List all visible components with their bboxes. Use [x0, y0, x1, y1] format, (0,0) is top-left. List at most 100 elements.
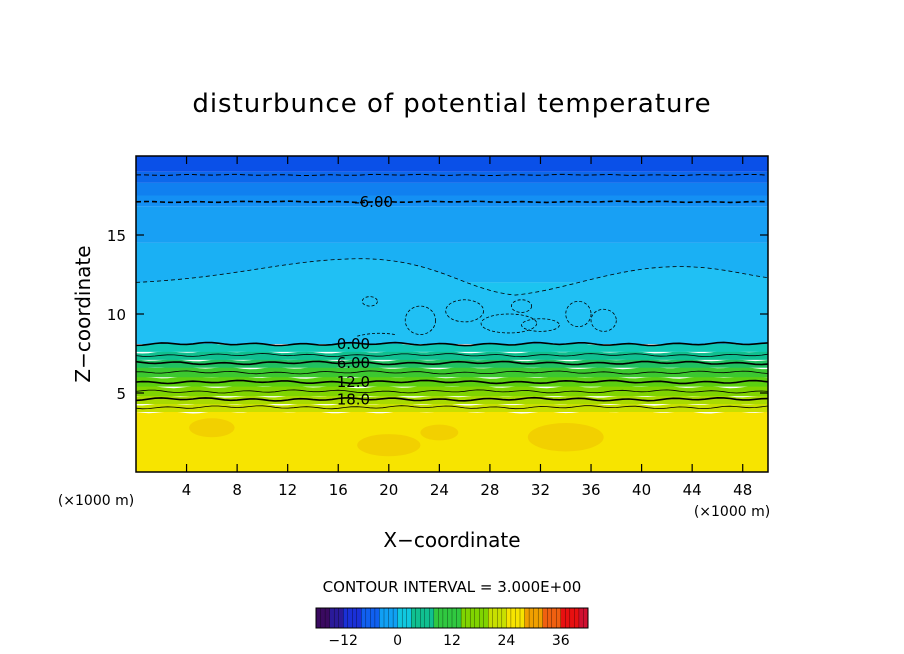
- colorbar-cell: [547, 607, 553, 629]
- chart-title: disturbunce of potential temperature: [192, 89, 711, 119]
- colorbar-cell: [556, 607, 562, 629]
- x-tick-label: 24: [430, 481, 449, 499]
- colorbar-cell: [392, 607, 399, 629]
- colorbar-cell: [343, 607, 349, 629]
- y-tick-label: 5: [116, 385, 126, 403]
- x-axis-label: X−coordinate: [383, 528, 520, 552]
- colorbar-tick-label: 0: [393, 633, 402, 649]
- colorbar-cell: [320, 607, 326, 629]
- y-tick-label: 10: [107, 306, 126, 324]
- y-tick-label: 15: [107, 227, 126, 245]
- x-tick-label: 36: [581, 481, 600, 499]
- colorbar-cell: [519, 607, 525, 629]
- colorbar-cell: [465, 607, 471, 629]
- colorbar-cell: [569, 607, 575, 629]
- colorbar-cell: [483, 607, 489, 629]
- colorbar-cell: [510, 607, 516, 629]
- colorbar-tick-label: 12: [443, 633, 461, 649]
- contour-line: [136, 353, 768, 358]
- contour-line: [136, 341, 768, 347]
- eddy-contour: [565, 300, 592, 328]
- warm-patch: [420, 424, 459, 441]
- colorbar-tick-label: −12: [328, 633, 358, 649]
- contour-line: [136, 396, 768, 402]
- colorbar-cell: [451, 607, 457, 629]
- colorbar-cell: [456, 607, 462, 629]
- contour-layer: [136, 366, 768, 378]
- colorbar-cell: [533, 607, 539, 629]
- contour-layer: [136, 385, 768, 397]
- contour-line: [136, 370, 768, 375]
- colorbar-cell: [537, 607, 544, 629]
- colorbar-cell: [324, 607, 331, 629]
- colorbar-cell: [415, 607, 421, 629]
- colorbar-tick-label: 36: [552, 633, 570, 649]
- colorbar-cell: [365, 607, 371, 629]
- colorbar-cell: [429, 607, 435, 629]
- colorbar-cell: [379, 607, 385, 629]
- colorbar-cell: [524, 607, 530, 629]
- contour-label: 0.00: [337, 335, 370, 353]
- contour-line: [136, 405, 768, 410]
- contour-layer: [136, 375, 768, 387]
- colorbar-cell: [397, 607, 403, 629]
- upper-disturbance-region: [136, 258, 768, 345]
- colorbar-cell: [565, 607, 571, 629]
- warm-patch: [357, 434, 421, 457]
- colorbar-cell: [338, 607, 344, 629]
- x-tick-label: 28: [480, 481, 499, 499]
- colorbar-cell: [347, 607, 353, 629]
- y-axis-ticks: 5 10 15: [107, 227, 768, 403]
- colorbar-cell: [442, 607, 448, 629]
- contour-label: 6.00: [337, 354, 370, 372]
- colorbar-cell: [560, 607, 566, 629]
- colorbar-cell: [383, 607, 389, 629]
- colorbar-cell: [460, 607, 467, 629]
- colorbar-cell: [388, 607, 394, 629]
- warm-patch: [189, 418, 235, 438]
- colorbar-cell: [420, 607, 426, 629]
- contour-layer: [136, 171, 768, 183]
- x-tick-label: 4: [182, 481, 192, 499]
- contour-layer: [136, 410, 768, 472]
- contour-line: [136, 360, 768, 366]
- x-unit-right: (×1000 m): [694, 504, 770, 520]
- negative-contour-line: [136, 173, 768, 177]
- colorbar-cell: [329, 607, 335, 629]
- colorbar-cell: [492, 607, 498, 629]
- negative-contour-line: [136, 200, 768, 204]
- colorbar-cell: [438, 607, 444, 629]
- x-tick-label: 12: [278, 481, 297, 499]
- colorbar-cell: [361, 607, 367, 629]
- colorbar-cell: [374, 607, 380, 629]
- negative-contour-line: [136, 258, 768, 296]
- eddy-contour: [511, 299, 533, 313]
- colorbar-cell: [406, 607, 412, 629]
- colorbar-cell: [401, 607, 408, 629]
- contour-interval-label: CONTOUR INTERVAL = 3.000E+00: [323, 578, 582, 596]
- colorbar-cell: [574, 607, 580, 629]
- colorbar-cell: [497, 607, 503, 629]
- colorbar-cell: [315, 607, 321, 629]
- colorbar-cell: [356, 607, 362, 629]
- eddy-contour: [521, 318, 560, 332]
- x-tick-label: 40: [632, 481, 651, 499]
- colorbar-cell: [488, 607, 494, 629]
- x-tick-label: 20: [379, 481, 398, 499]
- eddy-contour: [404, 305, 436, 335]
- colorbar-frame: [315, 607, 589, 629]
- contour-label: 18.0: [337, 390, 370, 408]
- contour-lines: [136, 173, 768, 410]
- colorbar-cell: [578, 607, 584, 629]
- x-tick-label: 16: [329, 481, 348, 499]
- x-axis-ticks: 4 8 12 16 20 24 28 32 36 40 44 48: [182, 156, 752, 499]
- x-tick-label: 48: [733, 481, 752, 499]
- colorbar-cell: [515, 607, 521, 629]
- colorbar-cell: [528, 607, 535, 629]
- x-tick-label: 8: [232, 481, 242, 499]
- colorbar-cell: [352, 607, 358, 629]
- colorbar-cell: [424, 607, 430, 629]
- contour-line: [136, 389, 768, 394]
